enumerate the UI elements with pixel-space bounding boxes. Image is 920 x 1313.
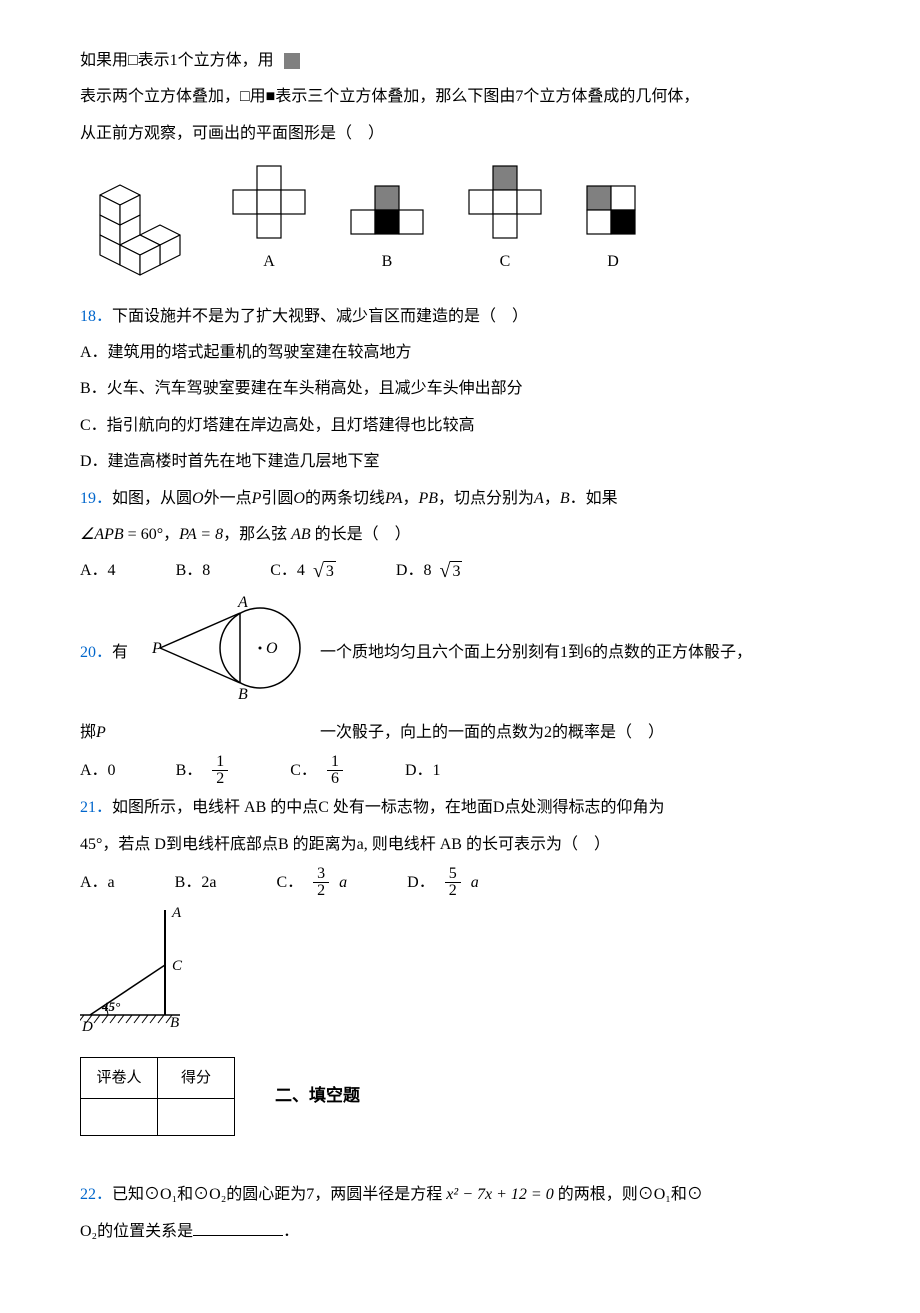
exam-page: 如果用□表示1个立方体，用 表示两个立方体叠加，□用■表示三个立方体叠加，那么下… xyxy=(0,0,920,1313)
sqrt-icon: √3 xyxy=(313,561,336,581)
q17-figures-row: A B xyxy=(80,163,840,277)
q17-option-a: A xyxy=(230,163,308,277)
optB-svg xyxy=(348,183,426,241)
q18-num: 18． xyxy=(80,308,112,325)
optB-label: B xyxy=(382,247,393,277)
q22-line1: 22．已知⊙O₁和⊙O₂的圆心距为7，两圆半径是方程 x² − 7x + 12 … xyxy=(80,1180,840,1210)
score-col1: 评卷人 xyxy=(81,1057,158,1099)
optA-label: A xyxy=(263,247,275,277)
pole-svg: A C B D 45° xyxy=(80,905,200,1035)
fraction-icon: 32 xyxy=(313,866,329,899)
fraction-icon: 12 xyxy=(212,754,228,787)
score-cell2 xyxy=(158,1099,235,1136)
q17-option-c: C xyxy=(466,163,544,277)
q19-optA: A．4 xyxy=(80,556,116,586)
q19-optB: B．8 xyxy=(176,556,211,586)
q20-row1: 20．有 P A B O 一个质地均匀且六个面上分别刻有1到6的点数的正方体骰子… xyxy=(80,593,840,714)
sqrt-icon: √3 xyxy=(439,561,462,581)
svg-text:C: C xyxy=(172,958,183,974)
optD-svg xyxy=(584,183,642,241)
q21-optD: D． 52a xyxy=(407,866,479,899)
q20-left1: 20．有 xyxy=(80,638,140,668)
q20-right2: 一次骰子，向上的一面的点数为2的概率是（ ） xyxy=(320,718,840,748)
svg-text:D: D xyxy=(81,1019,93,1035)
q22-line2: O₂的位置关系是． xyxy=(80,1217,840,1247)
section2-title: 二、填空题 xyxy=(275,1080,360,1112)
score-cell1 xyxy=(81,1099,158,1136)
q20-num: 20． xyxy=(80,644,112,661)
optC-svg xyxy=(466,163,544,241)
section-header-row: 评卷人 得分 二、填空题 xyxy=(80,1047,840,1147)
q19-num: 19． xyxy=(80,490,112,507)
gray-square-icon xyxy=(284,53,300,69)
q18-text: 下面设施并不是为了扩大视野、减少盲区而建造的是（ ） xyxy=(112,308,528,325)
fig-P: P xyxy=(151,640,162,657)
q17-line1: 如果用□表示1个立方体，用 xyxy=(80,46,840,76)
optD-label: D xyxy=(607,247,619,277)
q18-c: C．指引航向的灯塔建在岸边高处，且灯塔建得也比较高 xyxy=(80,411,840,441)
q20-right1: 一个质地均匀且六个面上分别刻有1到6的点数的正方体骰子， xyxy=(320,638,840,668)
q17-line3: 从正前方观察，可画出的平面图形是（ ） xyxy=(80,119,840,149)
circle-tangent-svg: P A B O xyxy=(150,593,310,703)
q17-solid xyxy=(80,183,190,278)
q21-optB: B．2a xyxy=(175,866,217,899)
q20-optB: B． 12 xyxy=(176,754,231,787)
q20-optA: A．0 xyxy=(80,754,116,787)
q17-line1-text: 如果用□表示1个立方体，用 xyxy=(80,52,274,69)
q20-options: A．0 B． 12 C． 16 D．1 xyxy=(80,754,840,787)
score-table: 评卷人 得分 xyxy=(80,1057,235,1137)
q21-optC: C． 32a xyxy=(276,866,347,899)
svg-text:B: B xyxy=(170,1015,179,1031)
optA-svg xyxy=(230,163,308,241)
fig-A: A xyxy=(237,594,248,611)
q21-options: A．a B．2a C． 32a D． 52a xyxy=(80,866,840,899)
q19-stem1: 19．如图，从圆O外一点P引圆O的两条切线PA，PB，切点分别为A，B．如果 xyxy=(80,484,840,514)
q19-figure: P A B O xyxy=(150,593,310,714)
q18-a: A．建筑用的塔式起重机的驾驶室建在较高地方 xyxy=(80,338,840,368)
q21-figure: A C B D 45° xyxy=(80,905,840,1046)
optC-label: C xyxy=(500,247,511,277)
q20-row2: 掷P 一次骰子，向上的一面的点数为2的概率是（ ） xyxy=(80,718,840,748)
q21-stem1: 21．如图所示，电线杆 AB 的中点C 处有一标志物，在地面D点处测得标志的仰角… xyxy=(80,793,840,823)
q21-num: 21． xyxy=(80,799,112,816)
q19-optC: C．4√3 xyxy=(270,556,336,586)
q20-optC: C． 16 xyxy=(290,754,345,787)
q18-stem: 18．下面设施并不是为了扩大视野、减少盲区而建造的是（ ） xyxy=(80,302,840,332)
q19-options: A．4 B．8 C．4√3 D．8√3 xyxy=(80,556,840,586)
q18-d: D．建造高楼时首先在地下建造几层地下室 xyxy=(80,447,840,477)
score-col2: 得分 xyxy=(158,1057,235,1099)
q19-stem2: ∠APB = 60°，PA = 8，那么弦 AB 的长是（ ） xyxy=(80,520,840,550)
q17-line2: 表示两个立方体叠加，□用■表示三个立方体叠加，那么下图由7个立方体叠成的几何体， xyxy=(80,82,840,112)
svg-text:A: A xyxy=(171,905,182,921)
q21-stem2: 45°，若点 D到电线杆底部点B 的距离为a, 则电线杆 AB 的长可表示为（ … xyxy=(80,830,840,860)
fig-B: B xyxy=(238,686,248,703)
svg-text:45°: 45° xyxy=(101,999,121,1014)
fraction-icon: 52 xyxy=(445,866,461,899)
q17-option-d: D xyxy=(584,183,642,277)
fraction-icon: 16 xyxy=(327,754,343,787)
q20-optD: D．1 xyxy=(405,754,441,787)
q19-optD: D．8√3 xyxy=(396,556,463,586)
fill-blank xyxy=(193,1219,283,1236)
q17-option-b: B xyxy=(348,183,426,277)
q18-b: B．火车、汽车驾驶室要建在车头稍高处，且减少车头伸出部分 xyxy=(80,374,840,404)
q21-optA: A．a xyxy=(80,866,115,899)
fig-O: O xyxy=(266,640,278,657)
q22-num: 22． xyxy=(80,1186,112,1203)
solid-svg xyxy=(80,183,190,278)
q20-left2: 掷P xyxy=(80,718,140,748)
